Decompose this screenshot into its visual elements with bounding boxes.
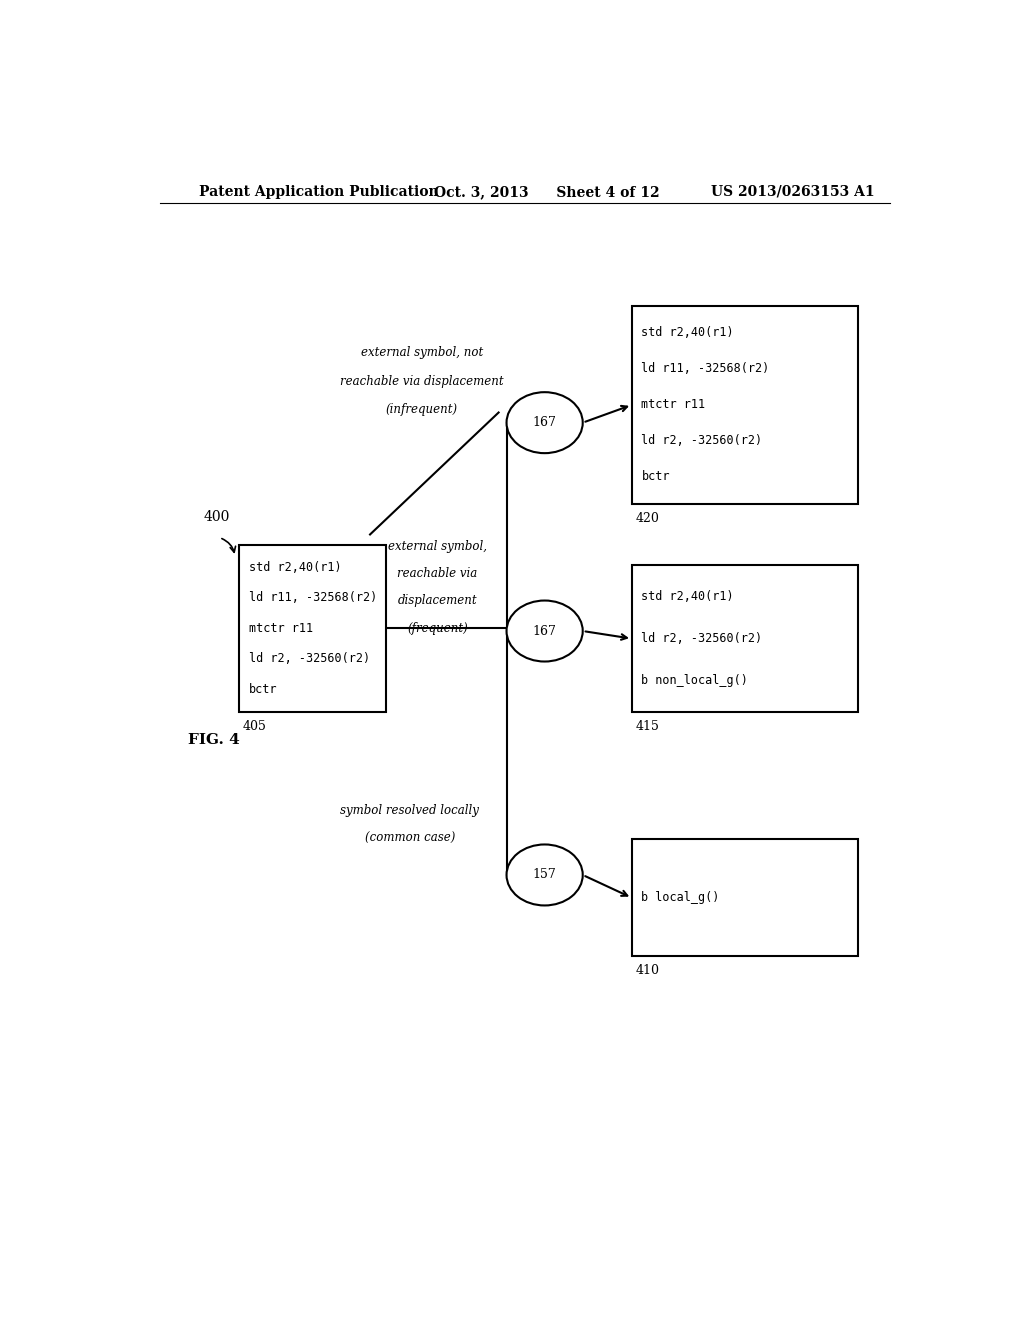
Text: 405: 405	[243, 721, 267, 734]
Text: 410: 410	[636, 965, 659, 977]
Ellipse shape	[507, 601, 583, 661]
Text: US 2013/0263153 A1: US 2013/0263153 A1	[712, 185, 874, 199]
Text: mtctr r11: mtctr r11	[249, 622, 312, 635]
Text: 415: 415	[636, 721, 659, 734]
Text: symbol resolved locally: symbol resolved locally	[340, 804, 479, 817]
Text: displacement: displacement	[397, 594, 477, 607]
Text: 420: 420	[636, 512, 659, 525]
Text: Patent Application Publication: Patent Application Publication	[200, 185, 439, 199]
Text: 167: 167	[532, 624, 557, 638]
Text: ld r11, -32568(r2): ld r11, -32568(r2)	[641, 363, 770, 375]
Ellipse shape	[507, 845, 583, 906]
Text: reachable via displacement: reachable via displacement	[340, 375, 504, 388]
Bar	[632, 565, 858, 713]
Ellipse shape	[507, 392, 583, 453]
Text: bctr: bctr	[249, 682, 278, 696]
Text: b local_g(): b local_g()	[641, 891, 720, 904]
Text: b non_local_g(): b non_local_g()	[641, 675, 749, 688]
Bar	[240, 545, 386, 713]
Text: 400: 400	[204, 511, 229, 524]
Bar	[632, 306, 858, 504]
Text: std r2,40(r1): std r2,40(r1)	[641, 590, 734, 603]
Text: (frequent): (frequent)	[408, 622, 468, 635]
Text: FIG. 4: FIG. 4	[187, 733, 240, 747]
Text: external symbol, not: external symbol, not	[360, 346, 482, 359]
Text: 157: 157	[532, 869, 556, 882]
Text: ld r2, -32560(r2): ld r2, -32560(r2)	[249, 652, 370, 665]
Text: bctr: bctr	[641, 470, 670, 483]
Text: ld r2, -32560(r2): ld r2, -32560(r2)	[641, 434, 763, 447]
Text: mtctr r11: mtctr r11	[641, 399, 706, 412]
Bar	[632, 840, 858, 956]
Text: std r2,40(r1): std r2,40(r1)	[641, 326, 734, 339]
Text: 167: 167	[532, 416, 557, 429]
Text: external symbol,: external symbol,	[388, 540, 487, 553]
Text: ld r11, -32568(r2): ld r11, -32568(r2)	[249, 591, 377, 605]
Text: ld r2, -32560(r2): ld r2, -32560(r2)	[641, 632, 763, 645]
Text: Oct. 3, 2013  Sheet 4 of 12: Oct. 3, 2013 Sheet 4 of 12	[433, 185, 659, 199]
Text: reachable via: reachable via	[397, 568, 477, 579]
Text: (common case): (common case)	[365, 833, 455, 845]
Text: std r2,40(r1): std r2,40(r1)	[249, 561, 341, 574]
Text: (infrequent): (infrequent)	[386, 404, 458, 416]
